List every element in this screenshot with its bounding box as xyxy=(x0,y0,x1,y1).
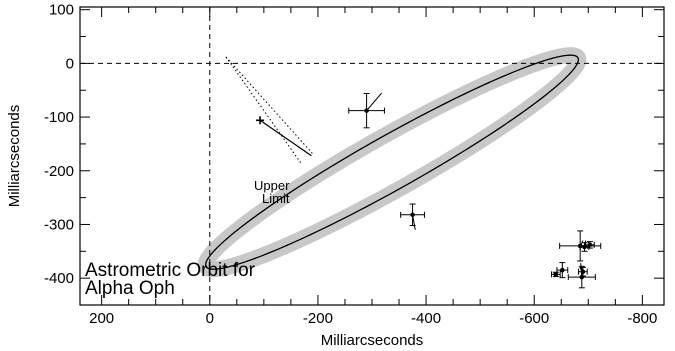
x-tick-label: -200 xyxy=(303,310,333,327)
observation-point xyxy=(364,108,369,113)
upper-limit-label-line2: Limit xyxy=(262,191,290,206)
observation-4 xyxy=(556,262,569,279)
observation-2 xyxy=(400,203,425,230)
upper-limit-region xyxy=(225,56,313,163)
chart-title-line2: Alpha Oph xyxy=(85,278,175,299)
x-tick-label: -400 xyxy=(411,310,441,327)
y-tick-label: -400 xyxy=(44,270,74,287)
upper-limit-edge-2 xyxy=(225,56,313,154)
observation-3 xyxy=(551,271,561,278)
observations xyxy=(348,92,602,289)
observation-6 xyxy=(567,263,596,289)
best-fit-orbit xyxy=(204,54,580,270)
observation-point xyxy=(410,212,415,218)
upper-limit-residual xyxy=(259,119,312,157)
orbit-band-sheen xyxy=(205,54,579,270)
x-tick-label: 200 xyxy=(89,310,114,327)
observation-point xyxy=(560,267,565,273)
orbit-line xyxy=(204,54,580,270)
y-tick-label: 100 xyxy=(49,2,74,19)
residual-line xyxy=(366,92,383,111)
reference-lines xyxy=(80,7,664,305)
observation-1 xyxy=(348,92,385,129)
observation-point xyxy=(582,244,587,250)
y-tick-label: -300 xyxy=(44,216,74,233)
upper-limit-label-line1: Upper xyxy=(254,178,290,193)
y-axis-title: Milliarcseconds xyxy=(6,105,23,208)
x-tick-label: -800 xyxy=(627,310,657,327)
x-tick-label: 0 xyxy=(206,310,214,327)
observation-point xyxy=(587,242,593,248)
orbit-band xyxy=(197,47,587,278)
residual-line xyxy=(412,214,416,230)
observation-point xyxy=(553,272,559,277)
upper-limit-edge-1 xyxy=(225,56,302,163)
x-tick-label: -600 xyxy=(519,310,549,327)
y-tick-label: -200 xyxy=(44,163,74,180)
orbit-solution-band xyxy=(197,47,587,278)
observation-point xyxy=(579,274,585,280)
upper-limit-point xyxy=(256,116,265,125)
chart-title-line1: Astrometric Orbit for xyxy=(85,260,256,281)
y-tick-label: -100 xyxy=(44,109,74,126)
y-tick-label: 0 xyxy=(66,55,74,72)
observation-5 xyxy=(578,266,588,277)
axis-ticks: 200 0 -200 -400 -600 -800 100 0 -100 -200 -300 -400 xyxy=(44,2,664,327)
x-axis-title: Milliarcseconds xyxy=(321,332,424,349)
residual-line xyxy=(580,263,583,278)
observation-9 xyxy=(585,241,595,249)
